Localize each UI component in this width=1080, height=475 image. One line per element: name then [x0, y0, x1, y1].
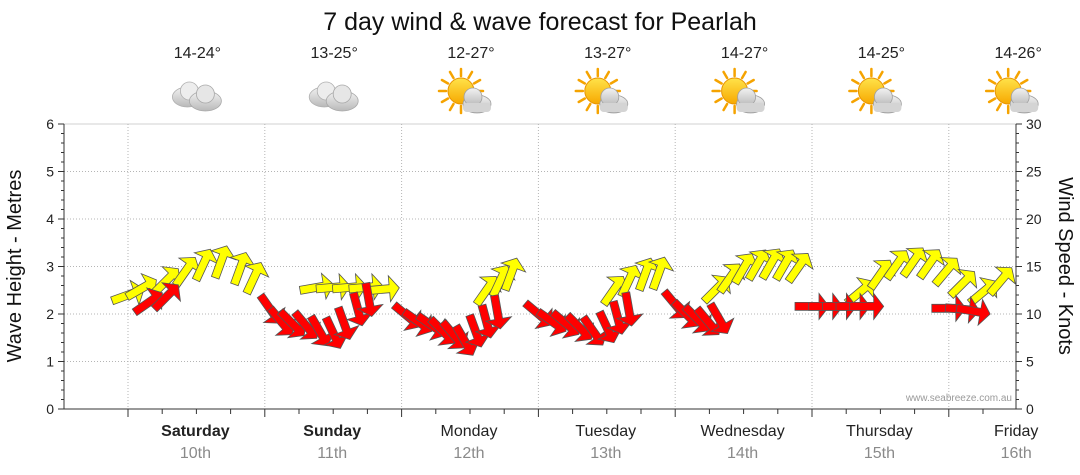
day-label: Thursday	[846, 423, 913, 440]
wind-arrow-red	[333, 305, 360, 340]
left-tick-label: 6	[46, 116, 54, 132]
wind-arrow-yellow	[986, 266, 1016, 297]
right-tick-label: 5	[1026, 354, 1034, 370]
date-label: 10th	[180, 445, 211, 462]
left-tick-label: 1	[46, 354, 54, 370]
wind-arrow-yellow	[744, 249, 773, 282]
weather-icon-row	[171, 67, 1039, 115]
wind-arrow-yellow	[899, 247, 929, 279]
wind-arrow-yellow	[191, 248, 219, 283]
temperature-range: 13-25°	[311, 45, 358, 62]
right-tick-label: 0	[1026, 401, 1034, 417]
temperature-range: 14-27°	[721, 45, 768, 62]
date-label: 16th	[1001, 445, 1032, 462]
left-tick-label: 0	[46, 401, 54, 417]
left-tick-label: 3	[46, 259, 54, 275]
wind-arrow-red	[706, 301, 735, 334]
left-tick-label: 5	[46, 164, 54, 180]
left-axis-label: Wave Height - Metres	[4, 170, 26, 363]
temperature-range: 13-27°	[584, 45, 631, 62]
wind-arrow-yellow	[634, 257, 661, 292]
date-label: 14th	[727, 445, 758, 462]
date-label: 12th	[453, 445, 484, 462]
wind-arrow-red	[464, 313, 492, 348]
date-label: 11th	[317, 445, 347, 462]
wind-arrow-red	[615, 291, 644, 327]
date-label: 13th	[590, 445, 621, 462]
day-label: Wednesday	[700, 423, 784, 440]
left-tick-label: 4	[46, 211, 54, 227]
partly-sunny-icon	[437, 67, 492, 115]
cloudy-icon	[171, 81, 222, 112]
wind-arrow-yellow	[229, 251, 256, 287]
day-label: Saturday	[161, 423, 230, 440]
right-tick-label: 10	[1026, 306, 1042, 322]
wind-arrow-red	[849, 292, 885, 321]
right-tick-label: 20	[1026, 211, 1042, 227]
wind-arrow-yellow	[883, 250, 913, 282]
wind-arrow-red	[605, 299, 634, 335]
day-label: Tuesday	[575, 423, 636, 440]
date-label: 15th	[864, 445, 895, 462]
wind-arrow-red	[306, 313, 336, 347]
cloudy-icon	[308, 81, 359, 112]
wind-arrow-yellow	[242, 262, 270, 296]
right-tick-label: 25	[1026, 164, 1042, 180]
wind-arrow-yellow	[209, 245, 237, 280]
wind-arrows	[110, 245, 1016, 356]
wind-arrow-yellow	[171, 256, 201, 289]
temperature-range: 14-26°	[995, 45, 1042, 62]
wind-arrow-red	[355, 281, 384, 318]
wind-arrow-red	[150, 282, 181, 313]
right-tick-label: 15	[1026, 259, 1042, 275]
day-label: Sunday	[303, 423, 361, 440]
day-label: Monday	[441, 423, 498, 440]
chart-title: 7 day wind & wave forecast for Pearlah	[323, 8, 757, 36]
right-tick-label: 30	[1026, 116, 1042, 132]
gridlines	[64, 124, 1016, 417]
temperature-range: 14-25°	[858, 45, 905, 62]
wind-arrow-yellow	[499, 257, 527, 292]
day-label: Friday	[994, 423, 1038, 440]
wind-arrow-red	[955, 298, 991, 327]
credit-text: www.seabreeze.com.au	[905, 393, 1012, 404]
temperature-range: 14-24°	[174, 45, 221, 62]
left-tick-label: 2	[46, 306, 54, 322]
x-axis-day-labels: Saturday 10th Sunday 11th Monday 12th Tuesday 1…	[161, 423, 1038, 462]
temperature-row: 14-24° 13-25° 12-27° 13-27° 14-27° 14-25° 14-2…	[174, 45, 1042, 62]
wind-arrow-yellow	[758, 248, 787, 281]
right-axis-ticks: 0 5 10 15 20 25 30	[1016, 116, 1042, 417]
wind-arrow-yellow	[784, 253, 814, 285]
temperature-range: 12-27°	[447, 45, 494, 62]
right-axis-label: Wind Speed - Knots	[1054, 177, 1076, 355]
wind-arrow-red	[484, 294, 513, 330]
partly-sunny-icon	[574, 67, 629, 115]
partly-sunny-icon	[711, 67, 765, 115]
wind-arrow-yellow	[931, 257, 962, 288]
partly-sunny-icon	[984, 67, 1039, 115]
left-axis-ticks: 0 1 2 3 4 5 6	[46, 116, 64, 417]
partly-sunny-icon	[848, 67, 902, 115]
wind-arrow-yellow	[647, 256, 675, 291]
